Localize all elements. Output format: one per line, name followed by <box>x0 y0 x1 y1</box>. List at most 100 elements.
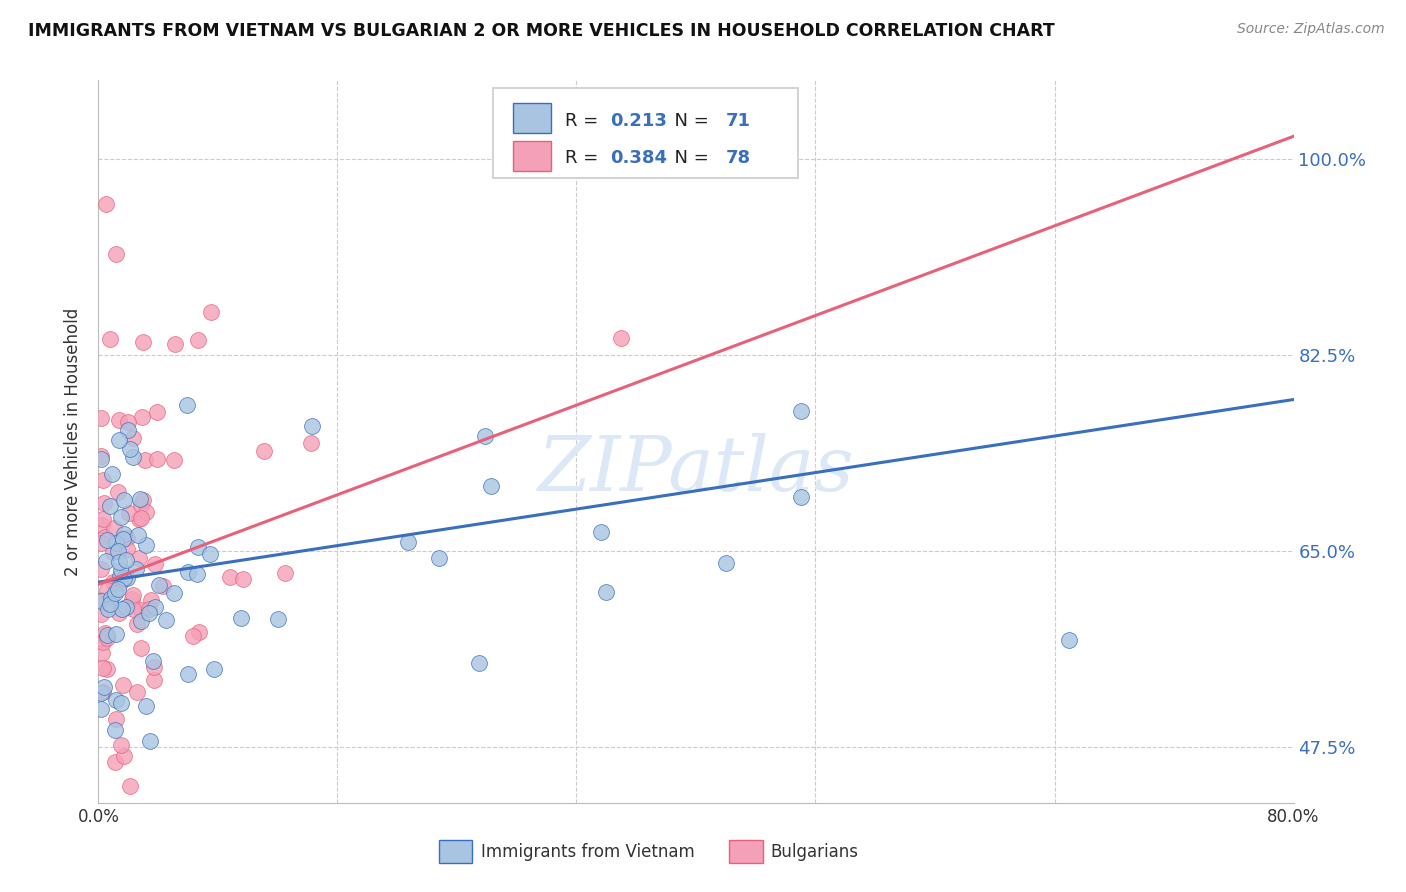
Point <box>142 655 165 669</box>
Point <box>104 692 127 706</box>
Point <box>299 436 322 450</box>
Text: Bulgarians: Bulgarians <box>770 843 858 861</box>
Point <box>93 635 115 649</box>
Point <box>479 478 502 492</box>
Point <box>610 331 633 345</box>
Point <box>112 527 135 541</box>
Point <box>143 600 166 615</box>
Y-axis label: 2 or more Vehicles in Household: 2 or more Vehicles in Household <box>65 308 83 575</box>
Point <box>474 429 496 443</box>
Point <box>105 247 128 261</box>
Point <box>110 738 132 752</box>
Point <box>94 530 117 544</box>
Point <box>200 547 222 561</box>
Point <box>177 667 200 681</box>
Point <box>96 632 118 646</box>
Point <box>105 535 128 549</box>
Point <box>110 696 132 710</box>
Point <box>98 500 121 514</box>
Point <box>163 336 186 351</box>
Point <box>108 569 131 583</box>
FancyBboxPatch shape <box>439 840 472 863</box>
Point <box>107 485 129 500</box>
Point <box>110 510 132 524</box>
Point <box>129 510 152 524</box>
Point <box>125 684 148 698</box>
Point <box>789 490 811 504</box>
Text: N =: N = <box>662 112 714 129</box>
Point <box>117 542 139 557</box>
Point <box>135 699 157 714</box>
Point <box>186 567 208 582</box>
Point <box>91 518 114 533</box>
Point <box>93 661 115 675</box>
Point <box>104 576 127 591</box>
Point <box>103 574 125 589</box>
Point <box>163 586 186 600</box>
Point <box>219 570 242 584</box>
Text: Source: ZipAtlas.com: Source: ZipAtlas.com <box>1237 22 1385 37</box>
Point <box>135 538 157 552</box>
Point <box>714 556 737 570</box>
Point <box>129 498 152 512</box>
Point <box>90 451 112 466</box>
Point <box>90 449 112 463</box>
Point <box>125 616 148 631</box>
Point <box>200 305 222 319</box>
Point <box>138 601 160 615</box>
Point <box>139 734 162 748</box>
Point <box>117 570 139 584</box>
Point <box>94 554 117 568</box>
Point <box>177 565 200 579</box>
Point <box>591 525 613 540</box>
Point <box>90 536 112 550</box>
Point <box>107 544 129 558</box>
Point <box>90 702 112 716</box>
Point <box>117 415 139 429</box>
Text: IMMIGRANTS FROM VIETNAM VS BULGARIAN 2 OR MORE VEHICLES IN HOUSEHOLD CORRELATION: IMMIGRANTS FROM VIETNAM VS BULGARIAN 2 O… <box>28 22 1054 40</box>
Point <box>93 495 115 509</box>
Point <box>155 613 177 627</box>
Point <box>90 607 112 622</box>
Point <box>115 552 138 566</box>
Point <box>121 450 143 464</box>
Point <box>187 624 209 639</box>
Point <box>120 442 142 456</box>
Point <box>103 521 125 535</box>
Point <box>108 606 131 620</box>
Point <box>104 723 127 737</box>
Point <box>111 533 134 547</box>
Point <box>91 646 114 660</box>
Point <box>108 575 131 590</box>
Point <box>90 562 112 576</box>
Point <box>90 686 112 700</box>
Point <box>139 593 162 607</box>
Point <box>117 531 139 545</box>
Point <box>91 474 114 488</box>
Point <box>96 663 118 677</box>
Point <box>146 405 169 419</box>
Point <box>135 505 157 519</box>
Point <box>143 660 166 674</box>
Point <box>108 433 131 447</box>
Point <box>396 534 419 549</box>
Point <box>104 755 127 769</box>
Point <box>94 196 117 211</box>
Point <box>274 566 297 580</box>
FancyBboxPatch shape <box>730 840 763 863</box>
Point <box>427 551 450 566</box>
Point <box>1059 633 1081 648</box>
Point <box>118 779 141 793</box>
Point <box>101 467 124 481</box>
Point <box>90 592 112 607</box>
Point <box>143 557 166 571</box>
Point <box>148 578 170 592</box>
Point <box>107 582 129 596</box>
Point <box>110 563 132 577</box>
Text: ZIPatlas: ZIPatlas <box>537 434 855 508</box>
Point <box>96 533 118 548</box>
Point <box>108 413 131 427</box>
Point <box>132 492 155 507</box>
Point <box>176 398 198 412</box>
Point <box>125 562 148 576</box>
